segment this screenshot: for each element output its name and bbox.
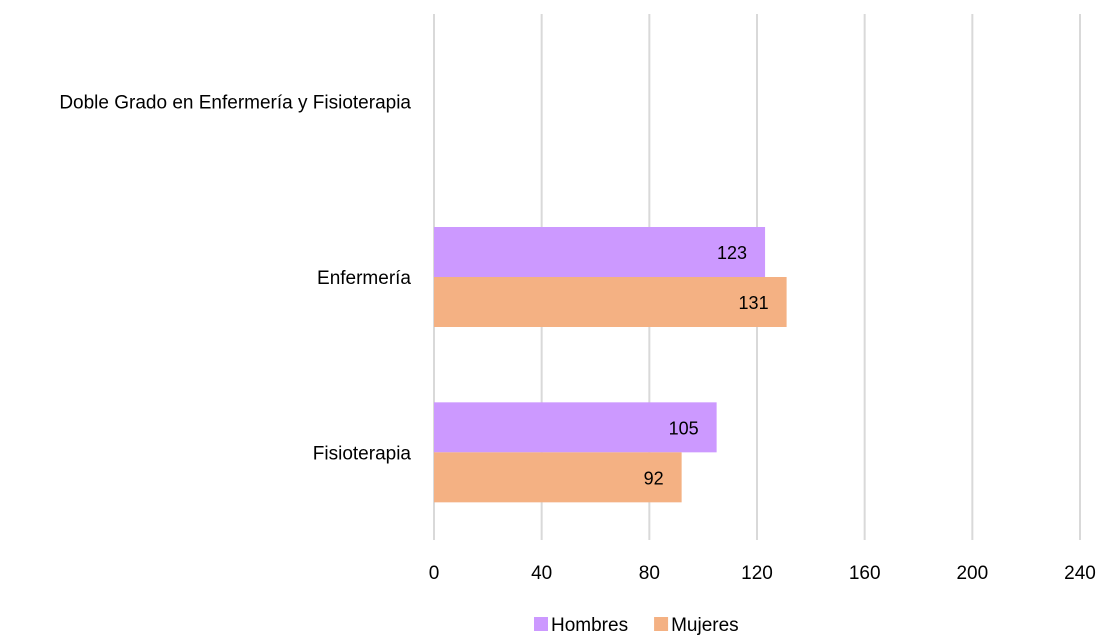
legend-swatch-hombres xyxy=(534,617,548,631)
bar-hombres-enfermeria xyxy=(434,227,766,277)
bar-mujeres-enfermeria xyxy=(434,277,787,327)
bar-hombres-fisioterapia xyxy=(434,402,717,453)
category-label-enfermeria: Enfermería xyxy=(317,268,411,289)
x-tick-label: 200 xyxy=(956,563,988,584)
x-tick-label: 80 xyxy=(639,563,660,584)
x-tick-label: 160 xyxy=(849,563,881,584)
category-label-fisioterapia: Fisioterapia xyxy=(313,443,412,464)
legend: Hombres Mujeres xyxy=(534,615,739,635)
legend-item-mujeres: Mujeres xyxy=(654,615,739,635)
x-tick-label: 240 xyxy=(1064,563,1096,584)
legend-swatch-mujeres xyxy=(654,617,669,631)
category-labels: Doble Grado en Enfermería y Fisioterapia… xyxy=(59,93,411,465)
x-tick-label: 40 xyxy=(531,563,552,584)
data-label-hombres-fisioterapia: 105 xyxy=(669,418,699,438)
x-axis-ticks: 0 40 80 120 160 200 240 xyxy=(429,563,1096,584)
data-label-hombres-enfermeria: 123 xyxy=(717,243,747,263)
data-label-mujeres-enfermeria: 131 xyxy=(739,293,769,313)
legend-item-hombres: Hombres xyxy=(534,615,628,635)
legend-label-hombres: Hombres xyxy=(551,615,628,635)
data-label-mujeres-fisioterapia: 92 xyxy=(644,468,664,488)
bar-mujeres-fisioterapia xyxy=(434,452,682,503)
bars: 123 131 105 92 xyxy=(434,227,787,503)
x-tick-label: 120 xyxy=(741,563,773,584)
legend-label-mujeres: Mujeres xyxy=(671,615,739,635)
x-tick-label: 0 xyxy=(429,563,440,584)
category-label-doble-grado-en-enfermeria-y-fisioterapia: Doble Grado en Enfermería y Fisioterapia xyxy=(59,93,411,114)
